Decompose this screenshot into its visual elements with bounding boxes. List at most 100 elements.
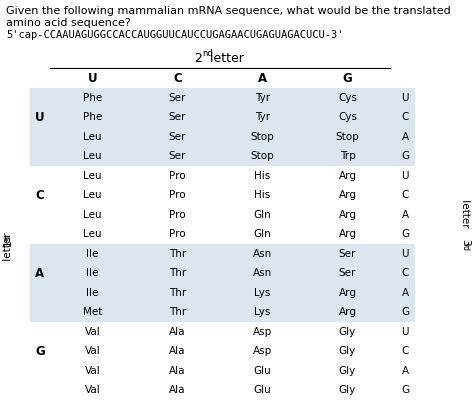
Text: 5'cap-CCAAUAGUGGCCACCAUGGUUCAUCCUGAGAACUGAGUAGACUCU-3': 5'cap-CCAAUAGUGGCCACCAUGGUUCAUCCUGAGAACU… [6, 30, 344, 40]
Text: Leu: Leu [83, 151, 102, 161]
Text: Arg: Arg [338, 288, 356, 298]
Text: Tyr: Tyr [255, 93, 270, 103]
Text: U: U [88, 72, 97, 85]
Text: Gln: Gln [254, 210, 272, 220]
Text: Stop: Stop [336, 132, 359, 142]
Text: Lys: Lys [255, 307, 271, 317]
Text: Ser: Ser [339, 249, 356, 259]
Text: Ala: Ala [169, 385, 186, 395]
Text: Phe: Phe [83, 93, 102, 103]
Text: Ile: Ile [86, 288, 99, 298]
Text: Glu: Glu [254, 366, 272, 376]
Text: Asp: Asp [253, 346, 272, 356]
Text: Asn: Asn [253, 249, 272, 259]
Text: letter: letter [3, 232, 13, 264]
Text: Gly: Gly [339, 385, 356, 395]
Text: Gly: Gly [339, 327, 356, 337]
Text: G: G [35, 345, 45, 358]
Bar [30, 166, 415, 244]
Text: A: A [401, 210, 409, 220]
Bar [30, 244, 415, 322]
Text: Trp: Trp [340, 151, 356, 161]
Text: Leu: Leu [83, 210, 102, 220]
Text: letter: letter [206, 51, 244, 64]
Text: Tyr: Tyr [255, 112, 270, 122]
Text: Leu: Leu [83, 132, 102, 142]
Text: G: G [343, 72, 352, 85]
Text: Pro: Pro [169, 171, 186, 181]
Text: Ser: Ser [169, 132, 186, 142]
Text: A: A [258, 72, 267, 85]
Text: C: C [401, 112, 409, 122]
Text: C: C [173, 72, 182, 85]
Text: Arg: Arg [338, 210, 356, 220]
Text: Ser: Ser [339, 268, 356, 278]
Text: Gln: Gln [254, 229, 272, 239]
Text: Gly: Gly [339, 346, 356, 356]
Text: Arg: Arg [338, 171, 356, 181]
Bar [30, 88, 415, 166]
Text: Ile: Ile [86, 249, 99, 259]
Text: G: G [401, 151, 409, 161]
Text: st: st [3, 234, 12, 241]
Text: Thr: Thr [169, 268, 186, 278]
Text: Leu: Leu [83, 171, 102, 181]
Bar [30, 322, 415, 400]
Text: A: A [401, 288, 409, 298]
Text: 1: 1 [3, 239, 13, 246]
Text: Val: Val [85, 346, 100, 356]
Text: Ala: Ala [169, 327, 186, 337]
Text: Leu: Leu [83, 229, 102, 239]
Text: Pro: Pro [169, 229, 186, 239]
Text: U: U [401, 249, 409, 259]
Text: G: G [401, 307, 409, 317]
Text: Stop: Stop [251, 132, 274, 142]
Text: Asp: Asp [253, 327, 272, 337]
Text: U: U [401, 171, 409, 181]
Text: Ser: Ser [169, 151, 186, 161]
Text: rd: rd [461, 243, 470, 251]
Text: nd: nd [202, 49, 213, 58]
Text: Stop: Stop [251, 151, 274, 161]
Text: amino acid sequence?: amino acid sequence? [6, 18, 131, 28]
Text: Glu: Glu [254, 385, 272, 395]
Text: Val: Val [85, 327, 100, 337]
Text: U: U [401, 93, 409, 103]
Text: U: U [35, 111, 45, 124]
Text: Thr: Thr [169, 288, 186, 298]
Text: Pro: Pro [169, 190, 186, 200]
Text: Lys: Lys [255, 288, 271, 298]
Text: Cys: Cys [338, 112, 357, 122]
Text: A: A [401, 366, 409, 376]
Text: Thr: Thr [169, 249, 186, 259]
Text: Ala: Ala [169, 366, 186, 376]
Text: Thr: Thr [169, 307, 186, 317]
Text: Val: Val [85, 385, 100, 395]
Text: Pro: Pro [169, 210, 186, 220]
Text: G: G [401, 229, 409, 239]
Text: letter: letter [460, 196, 470, 228]
Text: C: C [401, 190, 409, 200]
Text: 3: 3 [460, 239, 470, 246]
Text: Val: Val [85, 366, 100, 376]
Text: Met: Met [83, 307, 102, 317]
Text: Gly: Gly [339, 366, 356, 376]
Text: Arg: Arg [338, 190, 356, 200]
Text: G: G [401, 385, 409, 395]
Text: Given the following mammalian mRNA sequence, what would be the translated: Given the following mammalian mRNA seque… [6, 6, 451, 16]
Text: Cys: Cys [338, 93, 357, 103]
Text: C: C [401, 268, 409, 278]
Text: 2: 2 [194, 51, 202, 64]
Text: Ile: Ile [86, 268, 99, 278]
Text: His: His [255, 190, 271, 200]
Text: Ala: Ala [169, 346, 186, 356]
Text: Phe: Phe [83, 112, 102, 122]
Text: Asn: Asn [253, 268, 272, 278]
Text: Ser: Ser [169, 93, 186, 103]
Text: U: U [401, 327, 409, 337]
Text: Arg: Arg [338, 229, 356, 239]
Text: Leu: Leu [83, 190, 102, 200]
Text: Ser: Ser [169, 112, 186, 122]
Text: Arg: Arg [338, 307, 356, 317]
Text: A: A [36, 267, 45, 280]
